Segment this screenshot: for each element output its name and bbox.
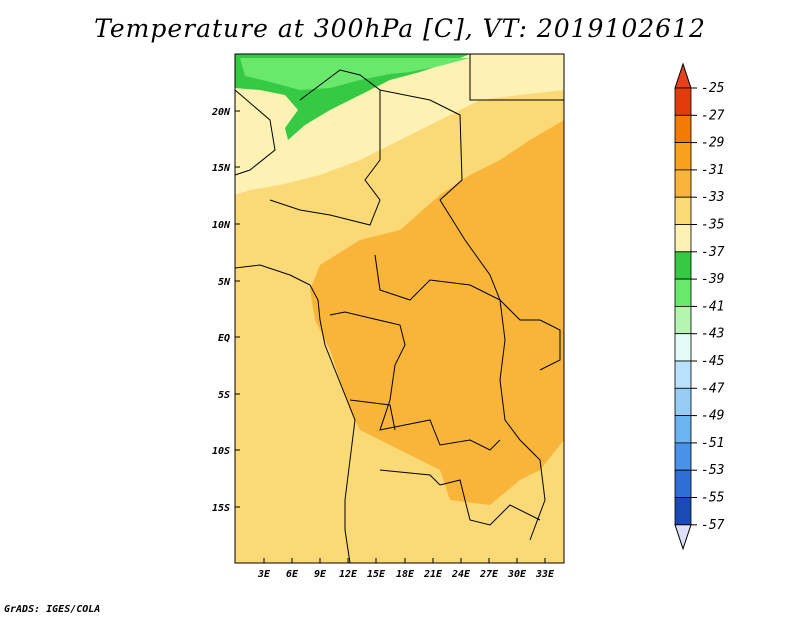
x-tick-label: 6E	[286, 569, 299, 580]
y-tick-label: 5N	[218, 277, 231, 288]
colorbar-swatch	[674, 224, 692, 253]
colorbar-label: -57	[701, 518, 725, 533]
colorbar-label: -27	[701, 108, 725, 123]
colorbar-label: -53	[701, 463, 724, 478]
x-tick-label: 21E	[423, 569, 443, 580]
colorbar-label: -37	[701, 245, 725, 260]
map-title: Temperature at 300hPa [C], VT: 201910261…	[94, 14, 706, 43]
x-tick-label: 15E	[367, 569, 386, 580]
y-tick-label: 10N	[212, 220, 231, 231]
x-tick-label: 24E	[451, 569, 471, 580]
x-tick-label: 3E	[257, 569, 271, 580]
y-tick-label: EQ	[218, 333, 230, 344]
credit-text: GrADS: IGES/COLA	[4, 604, 101, 615]
y-tick-label: 20N	[211, 107, 231, 118]
x-axis: 3E 6E 9E 12E 15E 18E 21E 24E 27E 30E 33E	[257, 558, 555, 580]
map-panel	[234, 53, 565, 564]
colorbar-swatch	[674, 169, 692, 198]
colorbar-label: -33	[701, 190, 724, 205]
y-tick-label: 5S	[218, 390, 230, 401]
colorbar-label: -25	[701, 81, 725, 96]
y-axis: 20N 15N 10N 5N EQ 5S 10S 15S	[211, 107, 240, 514]
colorbar-swatch	[674, 497, 692, 526]
map-frame	[234, 53, 565, 564]
colorbar-label: -39	[701, 272, 724, 287]
colorbar-label: -31	[701, 163, 724, 178]
colorbar-top-arrow	[674, 62, 692, 89]
x-tick-label: 9E	[314, 569, 327, 580]
colorbar: -25 -27 -29 -31 -33 -35 -37 -39 -41 -43 -45 -47 -49 -…	[674, 62, 725, 551]
colorbar-swatch	[674, 415, 692, 444]
colorbar-label: -41	[701, 299, 724, 314]
colorbar-swatch	[674, 251, 692, 280]
y-tick-label: 15N	[212, 163, 231, 174]
contour-band-minus31	[310, 120, 564, 505]
colorbar-label: -35	[701, 218, 725, 233]
colorbar-label: -55	[701, 491, 725, 506]
colorbar-swatch	[674, 196, 692, 225]
colorbar-label: -43	[701, 327, 724, 342]
x-tick-label: 18E	[396, 569, 415, 580]
colorbar-swatch	[674, 142, 692, 171]
colorbar-swatch	[674, 278, 692, 307]
colorbar-label: -47	[701, 381, 725, 396]
x-tick-label: 33E	[535, 569, 555, 580]
colorbar-swatch	[674, 469, 692, 498]
country-borders	[234, 54, 564, 564]
colorbar-bottom-arrow	[674, 524, 692, 551]
y-tick-label: 10S	[212, 446, 230, 457]
colorbar-swatch	[674, 360, 692, 389]
colorbar-label: -45	[701, 354, 725, 369]
x-tick-label: 12E	[339, 569, 358, 580]
colorbar-swatch	[674, 333, 692, 362]
contour-band-minus33-south	[360, 470, 480, 563]
colorbar-label: -49	[701, 409, 724, 424]
colorbar-swatch	[674, 387, 692, 416]
colorbar-label: -29	[701, 136, 724, 151]
colorbar-swatch	[674, 114, 692, 144]
y-tick-label: 15S	[212, 503, 230, 514]
x-tick-label: 27E	[479, 569, 499, 580]
x-tick-label: 30E	[507, 569, 527, 580]
colorbar-swatch	[674, 87, 692, 116]
colorbar-label: -51	[701, 436, 724, 451]
colorbar-swatch	[674, 442, 692, 471]
colorbar-swatch	[674, 305, 692, 335]
